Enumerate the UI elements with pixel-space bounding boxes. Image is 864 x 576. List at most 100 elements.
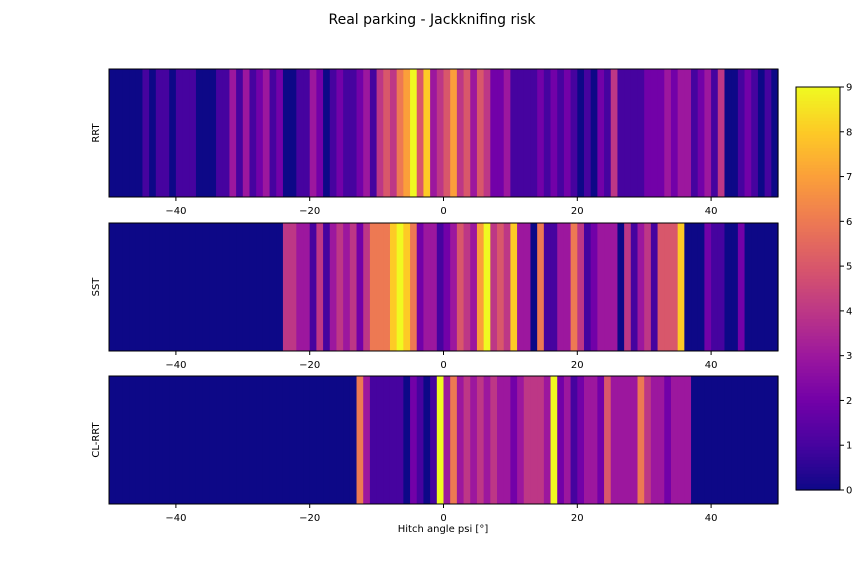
heatmap-cell: [503, 376, 511, 504]
heatmap-cell: [456, 223, 465, 351]
heatmap-cell: [436, 69, 445, 197]
x-tick-label: 0: [440, 360, 446, 371]
colorbar-segment: [796, 144, 840, 149]
colorbar-segment: [796, 103, 840, 108]
heatmap-cell: [376, 69, 384, 197]
colorbar-segment: [796, 278, 840, 283]
heatmap-cell: [724, 376, 732, 504]
heatmap-cell: [670, 376, 679, 504]
heatmap-cell: [242, 376, 251, 504]
heatmap-cell: [684, 69, 692, 197]
heatmap-cell: [236, 223, 244, 351]
heatmap-cell: [216, 223, 224, 351]
heatmap-cell: [189, 376, 197, 504]
heatmap-cell: [577, 69, 585, 197]
heatmap-cell: [296, 223, 304, 351]
heatmap-cell: [737, 223, 746, 351]
colorbar-segment: [796, 184, 840, 189]
colorbar-segment: [796, 402, 840, 407]
colorbar-segment: [796, 248, 840, 253]
heatmap-cell: [530, 223, 538, 351]
colorbar-segment: [796, 251, 840, 256]
heatmap-cell: [423, 69, 431, 197]
colorbar-segment: [796, 466, 840, 471]
colorbar-segment: [796, 87, 840, 91]
heatmap-cell: [637, 376, 645, 504]
colorbar-segment: [796, 174, 840, 179]
colorbar-segment: [796, 365, 840, 370]
heatmap-cell: [617, 223, 625, 351]
heatmap-cell: [483, 376, 491, 504]
heatmap-cell: [550, 376, 558, 504]
heatmap-cell: [343, 223, 351, 351]
heatmap-cell: [155, 376, 164, 504]
colorbar-segment: [796, 385, 840, 390]
heatmap-cell: [677, 223, 685, 351]
heatmap-cell: [691, 223, 699, 351]
heatmap-cell: [109, 69, 117, 197]
colorbar-segment: [796, 150, 840, 155]
heatmap-cell: [503, 69, 511, 197]
heatmap-cell: [195, 69, 204, 197]
heatmap-cell: [757, 69, 766, 197]
heatmap-cell: [577, 376, 585, 504]
heatmap-cell: [523, 376, 532, 504]
heatmap-cell: [129, 223, 137, 351]
colorbar-tick-label: 0: [846, 486, 852, 497]
colorbar-segment: [796, 295, 840, 300]
heatmap-cell: [590, 223, 598, 351]
heatmap-cell: [490, 376, 498, 504]
colorbar-segment: [796, 217, 840, 222]
colorbar-segment: [796, 140, 840, 145]
colorbar-segment: [796, 285, 840, 290]
colorbar-segment: [796, 154, 840, 159]
heatmap-cell: [483, 223, 491, 351]
heatmap-cell: [369, 223, 378, 351]
colorbar-segment: [796, 221, 840, 226]
colorbar-segment: [796, 432, 840, 437]
heatmap-cell: [597, 223, 605, 351]
colorbar-segment: [796, 436, 840, 441]
colorbar-segment: [796, 164, 840, 169]
heatmap-cell: [744, 69, 752, 197]
colorbar-segment: [796, 123, 840, 128]
heatmap-cell: [282, 376, 291, 504]
colorbar-segment: [796, 328, 840, 333]
heatmap-cell: [349, 376, 358, 504]
heatmap-cell: [711, 223, 719, 351]
heatmap-cell: [323, 223, 331, 351]
heatmap-cell: [296, 69, 304, 197]
heatmap-cell: [570, 69, 578, 197]
heatmap-cell: [129, 376, 137, 504]
heatmap-cell: [242, 223, 251, 351]
colorbar-segment: [796, 348, 840, 353]
colorbar-segment: [796, 308, 840, 313]
colorbar-segment: [796, 197, 840, 202]
colorbar-segment: [796, 395, 840, 400]
heatmap-cell: [155, 69, 164, 197]
heatmap-cell: [557, 69, 565, 197]
colorbar-segment: [796, 211, 840, 216]
heatmap-cell: [697, 69, 706, 197]
heatmap-cell: [483, 69, 491, 197]
heatmap-cell: [490, 223, 498, 351]
heatmap-cell: [436, 223, 445, 351]
heatmap-cell: [450, 69, 458, 197]
heatmap-cell: [583, 376, 592, 504]
colorbar-segment: [796, 355, 840, 360]
colorbar-tick-label: 2: [846, 396, 852, 407]
heatmap-cell: [403, 223, 411, 351]
heatmap-cell: [583, 69, 592, 197]
heatmap-cell: [724, 223, 732, 351]
heatmap-cell: [309, 376, 317, 504]
heatmap-cell: [604, 223, 612, 351]
x-tick-label: 0: [440, 206, 446, 217]
heatmap-cell: [303, 223, 311, 351]
heatmap-cell: [256, 376, 264, 504]
heatmap-cell: [356, 376, 364, 504]
x-tick-label: −40: [165, 513, 186, 524]
heatmap-cell: [717, 376, 726, 504]
heatmap-cell: [416, 376, 425, 504]
colorbar-segment: [796, 409, 840, 414]
colorbar-segment: [796, 469, 840, 474]
